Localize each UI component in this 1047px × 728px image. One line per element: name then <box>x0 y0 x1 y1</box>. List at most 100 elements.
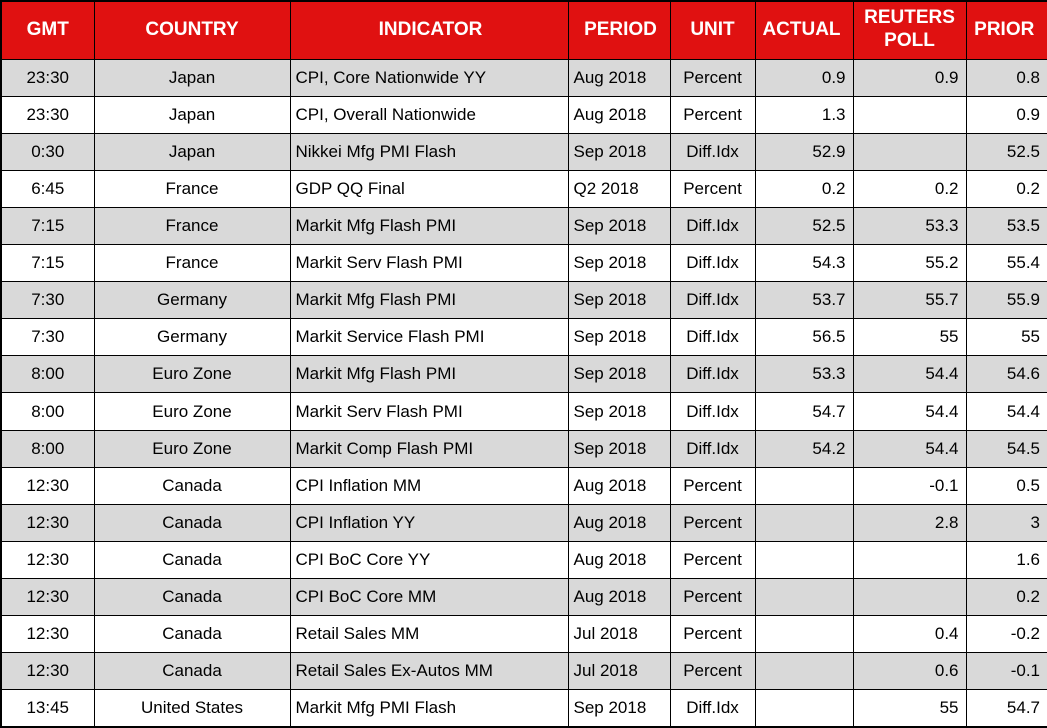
cell-reuters-poll: 2.8 <box>852 503 967 542</box>
table-header: GMT COUNTRY INDICATOR PERIOD UNIT ACTUAL… <box>0 0 1047 60</box>
cell-indicator: Nikkei Mfg PMI Flash <box>289 132 569 171</box>
cell-unit: Diff.Idx <box>669 689 756 728</box>
cell-indicator: CPI, Core Nationwide YY <box>289 58 569 97</box>
table-row: 12:30 Canada CPI Inflation MM Aug 2018 Perce… <box>0 466 1047 505</box>
cell-actual <box>754 652 854 691</box>
cell-unit: Percent <box>669 503 756 542</box>
cell-gmt: 12:30 <box>0 578 95 617</box>
cell-indicator: Markit Service Flash PMI <box>289 318 569 357</box>
cell-unit: Diff.Idx <box>669 132 756 171</box>
cell-period: Sep 2018 <box>567 132 671 171</box>
cell-prior: 3 <box>965 503 1047 542</box>
cell-period: Sep 2018 <box>567 689 671 728</box>
cell-unit: Diff.Idx <box>669 281 756 320</box>
cell-indicator: Markit Mfg PMI Flash <box>289 689 569 728</box>
cell-gmt: 7:15 <box>0 244 95 283</box>
cell-actual <box>754 540 854 580</box>
table-row: 12:30 Canada CPI BoC Core MM Aug 2018 Percen… <box>0 578 1047 617</box>
cell-country: United States <box>93 689 291 728</box>
cell-reuters-poll: 55 <box>852 689 967 728</box>
cell-period: Aug 2018 <box>567 95 671 134</box>
cell-actual: 52.5 <box>754 206 854 246</box>
cell-unit: Percent <box>669 58 756 97</box>
cell-unit: Diff.Idx <box>669 429 756 468</box>
cell-actual: 54.7 <box>754 392 854 431</box>
cell-reuters-poll: 54.4 <box>852 429 967 468</box>
cell-period: Aug 2018 <box>567 466 671 505</box>
cell-prior: 0.5 <box>965 466 1047 505</box>
cell-reuters-poll: -0.1 <box>852 466 967 505</box>
cell-prior: 54.5 <box>965 429 1047 468</box>
cell-unit: Percent <box>669 652 756 691</box>
cell-indicator: CPI Inflation MM <box>289 466 569 505</box>
cell-indicator: Retail Sales Ex-Autos MM <box>289 652 569 691</box>
cell-country: Canada <box>93 540 291 580</box>
cell-actual <box>754 578 854 617</box>
cell-country: Canada <box>93 652 291 691</box>
cell-actual: 52.9 <box>754 132 854 171</box>
cell-gmt: 0:30 <box>0 132 95 171</box>
cell-unit: Percent <box>669 95 756 134</box>
cell-actual: 54.3 <box>754 244 854 283</box>
cell-prior: 0.2 <box>965 578 1047 617</box>
cell-country: France <box>93 244 291 283</box>
table-row: 8:00 Euro Zone Markit Mfg Flash PMI Sep 201… <box>0 355 1047 394</box>
cell-unit: Percent <box>669 169 756 208</box>
cell-prior: 54.6 <box>965 355 1047 394</box>
cell-indicator: CPI Inflation YY <box>289 503 569 542</box>
table-row: 7:30 Germany Markit Mfg Flash PMI Sep 2018 D… <box>0 281 1047 320</box>
cell-indicator: GDP QQ Final <box>289 169 569 208</box>
table-row: 7:15 France Markit Serv Flash PMI Sep 2018 D… <box>0 244 1047 283</box>
cell-gmt: 12:30 <box>0 466 95 505</box>
cell-country: Euro Zone <box>93 392 291 431</box>
cell-period: Sep 2018 <box>567 206 671 246</box>
column-header-prior: PRIOR <box>965 0 1047 60</box>
table-row: 12:30 Canada Retail Sales Ex-Autos MM Jul 2… <box>0 652 1047 691</box>
cell-reuters-poll: 55.7 <box>852 281 967 320</box>
column-header-actual: ACTUAL <box>754 0 854 60</box>
cell-country: Japan <box>93 132 291 171</box>
cell-prior: 0.2 <box>965 169 1047 208</box>
table-row: 8:00 Euro Zone Markit Serv Flash PMI Sep 20… <box>0 392 1047 431</box>
cell-prior: 55.9 <box>965 281 1047 320</box>
cell-prior: 54.4 <box>965 392 1047 431</box>
cell-unit: Percent <box>669 466 756 505</box>
cell-country: Canada <box>93 466 291 505</box>
cell-period: Sep 2018 <box>567 392 671 431</box>
cell-gmt: 23:30 <box>0 58 95 97</box>
cell-indicator: Retail Sales MM <box>289 615 569 654</box>
cell-prior: 53.5 <box>965 206 1047 246</box>
table-row: 12:30 Canada CPI BoC Core YY Aug 2018 Percen… <box>0 540 1047 580</box>
cell-country: Canada <box>93 615 291 654</box>
cell-actual: 0.9 <box>754 58 854 97</box>
table-row: 0:30 Japan Nikkei Mfg PMI Flash Sep 2018 Dif… <box>0 132 1047 171</box>
cell-actual <box>754 689 854 728</box>
cell-period: Sep 2018 <box>567 318 671 357</box>
cell-period: Sep 2018 <box>567 355 671 394</box>
cell-country: Germany <box>93 281 291 320</box>
cell-unit: Diff.Idx <box>669 244 756 283</box>
cell-indicator: CPI BoC Core YY <box>289 540 569 580</box>
cell-actual: 54.2 <box>754 429 854 468</box>
cell-reuters-poll: 0.4 <box>852 615 967 654</box>
table-body: 23:30 Japan CPI, Core Nationwide YY Aug 201… <box>0 58 1047 728</box>
cell-indicator: Markit Mfg Flash PMI <box>289 281 569 320</box>
cell-gmt: 13:45 <box>0 689 95 728</box>
cell-actual: 0.2 <box>754 169 854 208</box>
cell-prior: 1.6 <box>965 540 1047 580</box>
cell-prior: 0.9 <box>965 95 1047 134</box>
cell-country: Canada <box>93 578 291 617</box>
cell-period: Jul 2018 <box>567 615 671 654</box>
cell-country: Euro Zone <box>93 355 291 394</box>
cell-unit: Diff.Idx <box>669 355 756 394</box>
cell-prior: 52.5 <box>965 132 1047 171</box>
cell-reuters-poll <box>852 95 967 134</box>
cell-indicator: Markit Mfg Flash PMI <box>289 355 569 394</box>
cell-gmt: 8:00 <box>0 355 95 394</box>
column-header-indicator: INDICATOR <box>289 0 569 60</box>
cell-gmt: 12:30 <box>0 503 95 542</box>
cell-indicator: CPI, Overall Nationwide <box>289 95 569 134</box>
cell-reuters-poll <box>852 540 967 580</box>
cell-period: Aug 2018 <box>567 578 671 617</box>
